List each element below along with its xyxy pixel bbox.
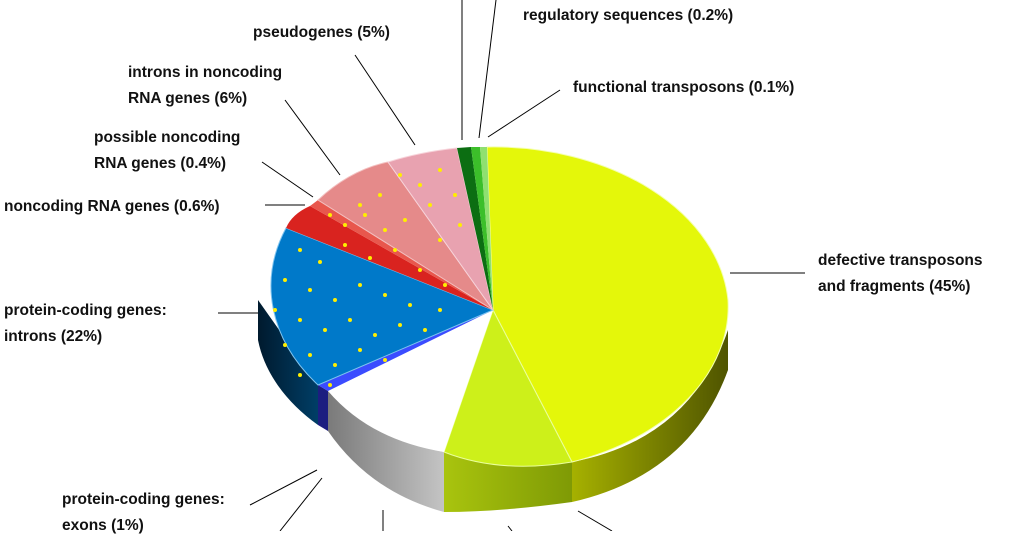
label-pseudogenes: pseudogenes (5%) [253, 20, 390, 46]
pie-side-walls [258, 300, 728, 512]
slice-introns-noncoding [317, 161, 494, 311]
label-text: regulatory sequences (0.2%) [523, 7, 734, 24]
label-text: RNA genes (6%) [128, 90, 248, 107]
label-defective-transposons: defective transposons and fragments (45%) [818, 248, 983, 300]
slice-light-green [443, 308, 573, 467]
slice-pc-exons [318, 310, 493, 391]
label-text: noncoding RNA genes (0.6%) [4, 198, 220, 215]
pie-top [270, 146, 729, 467]
label-text: RNA genes (0.4%) [94, 155, 227, 172]
slice-pseudogenes [387, 147, 494, 311]
leader-lines [218, 0, 805, 531]
label-introns-noncoding: introns in noncoding RNA genes (6%) [128, 60, 282, 112]
slice-dark-green [457, 147, 493, 310]
label-pc-exons: protein-coding genes: exons (1%) [62, 487, 225, 539]
label-text: and fragments (45%) [818, 278, 971, 295]
dot-pattern [273, 168, 462, 387]
label-text: exons (1%) [62, 517, 144, 534]
label-text: pseudogenes (5%) [253, 24, 390, 41]
slice-regulatory [471, 147, 493, 310]
label-text: protein-coding genes: [4, 302, 167, 319]
label-functional-transposons: functional transposons (0.1%) [573, 75, 794, 101]
slice-possible-noncoding [310, 200, 493, 310]
label-noncoding-rna: noncoding RNA genes (0.6%) [4, 194, 220, 220]
label-text: possible noncoding [94, 129, 241, 146]
slice-white [328, 310, 493, 452]
label-possible-noncoding: possible noncoding RNA genes (0.4%) [94, 125, 240, 177]
label-text: introns in noncoding [128, 64, 283, 81]
label-text: protein-coding genes: [62, 491, 225, 508]
label-text: functional transposons (0.1%) [573, 79, 795, 96]
slice-defective-transposons [486, 146, 729, 463]
label-pc-introns: protein-coding genes: introns (22%) [4, 298, 167, 350]
label-regulatory-sequences: regulatory sequences (0.2%) [523, 3, 733, 29]
slice-noncoding-rna [286, 206, 493, 310]
label-text: introns (22%) [4, 328, 103, 345]
slice-functional-transposons [480, 147, 493, 310]
label-text: defective transposons [818, 252, 983, 269]
